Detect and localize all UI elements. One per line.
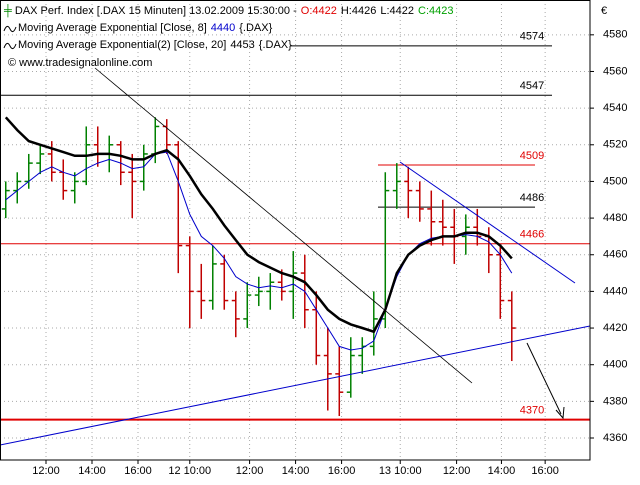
legend-source: {.DAX} [239, 22, 272, 34]
icon: ╪ [3, 3, 15, 18]
y-tick-label: 4440 [603, 285, 627, 297]
trend-line [399, 161, 576, 284]
plot-area: 4574 4547 4509 4486 4466 4370 [0, 0, 590, 460]
trend-line [94, 67, 473, 384]
level-label: 4486 [520, 192, 544, 204]
level-label: 4547 [520, 80, 544, 92]
x-tick-label: 12:00 [443, 465, 471, 477]
level-label: 4574 [520, 31, 544, 43]
y-tick-label: 4500 [603, 175, 627, 187]
x-tick-label: 12 10:00 [168, 465, 211, 477]
legend-value: 4440 [211, 22, 235, 34]
legend-entry: Moving Average Exponential(2) [Close, 20… [18, 39, 292, 51]
y-tick-label: 4360 [603, 432, 627, 444]
x-tick-label: 16:00 [531, 465, 559, 477]
x-tick-label: 16:00 [328, 465, 356, 477]
ma-line [4, 116, 513, 334]
trend-line [0, 325, 591, 446]
x-tick-label: 14:00 [78, 465, 106, 477]
y-tick-label: 4480 [603, 212, 627, 224]
currency: € [601, 5, 607, 17]
x-tick-label: 13 10:00 [379, 465, 422, 477]
x-tick-label: 16:00 [124, 465, 152, 477]
header: ╪ DAX Perf. Index [.DAX 15 Minuten] 13.0… [3, 3, 453, 18]
arrow-head [555, 406, 565, 420]
quote-item: C:4423 [418, 5, 453, 17]
level-label: 4509 [520, 150, 544, 162]
y-tick-label: 4560 [603, 65, 627, 77]
y-tick-label: 4420 [603, 322, 627, 334]
y-tick-label: 4380 [603, 395, 627, 407]
copyright: © www.tradesignalonline.com [8, 57, 152, 69]
level-label: 4370 [520, 405, 544, 417]
legend-icon [3, 25, 17, 33]
legend-value: 4453 [230, 39, 254, 51]
legend-source: {.DAX} [259, 39, 292, 51]
quote: O:4422 H:4426 L:4422 C:4423 [301, 5, 454, 17]
legend-icon [3, 42, 17, 50]
x-tick-label: 14:00 [282, 465, 310, 477]
ma-line [5, 151, 513, 351]
title: DAX Perf. Index [.DAX 15 Minuten] 13.02.… [15, 5, 297, 17]
x-tick-label: 12:00 [236, 465, 264, 477]
quote-item: L:4422 [380, 5, 414, 17]
y-tick-label: 4400 [603, 359, 627, 371]
x-tick-label: 14:00 [488, 465, 516, 477]
x-tick-label: 12:00 [32, 465, 60, 477]
legend-name: Moving Average Exponential [Close, 8] [18, 22, 207, 34]
arrow [526, 342, 562, 415]
legend-entry: Moving Average Exponential [Close, 8] 444… [18, 22, 273, 34]
legend-name: Moving Average Exponential(2) [Close, 20… [18, 39, 226, 51]
y-tick-label: 4540 [603, 102, 627, 114]
legend: Moving Average Exponential [Close, 8] 444… [3, 22, 292, 51]
y-tick-label: 4460 [603, 249, 627, 261]
quote-item: O:4422 [301, 5, 337, 17]
y-tick-label: 4520 [603, 139, 627, 151]
quote-item: H:4426 [341, 5, 376, 17]
y-tick-label: 4580 [603, 29, 627, 41]
level-label: 4466 [520, 229, 544, 241]
